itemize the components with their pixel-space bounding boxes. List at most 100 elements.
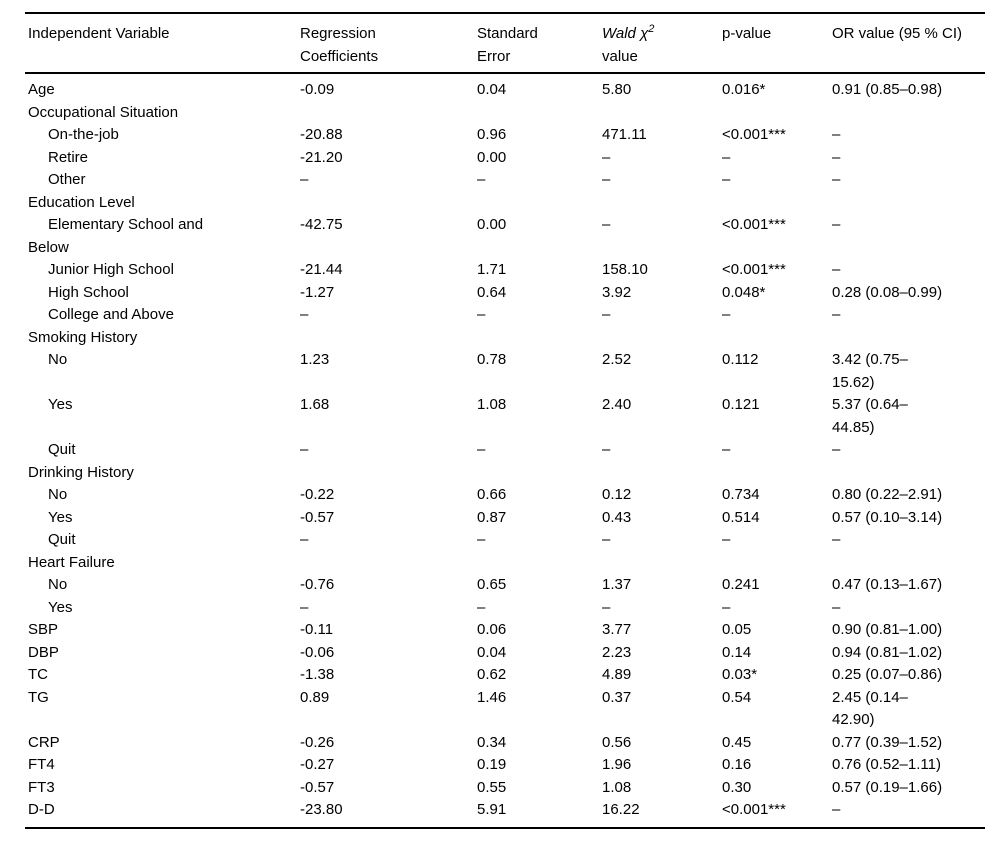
row-value: -20.88	[300, 126, 343, 143]
row-label: No	[48, 486, 68, 503]
row-value: –	[477, 598, 486, 616]
row-value: 4.89	[602, 666, 632, 683]
row-value: –	[722, 306, 731, 323]
row-value: –	[602, 306, 611, 323]
row-value: 0.03*	[722, 666, 758, 683]
row-value: 0.048*	[722, 283, 766, 301]
table-row: Drinking History	[25, 462, 985, 485]
col-header-regression-coefficients: Regression Coefficients	[300, 25, 379, 65]
row-value: 1.96	[602, 756, 632, 773]
row-value: 16.22	[602, 801, 640, 818]
row-value: 2.23	[602, 643, 632, 661]
row-label: No	[48, 576, 68, 593]
table-row: Heart Failure	[25, 552, 985, 575]
row-value: 0.514	[722, 508, 760, 526]
row-value: -23.80	[300, 801, 343, 818]
row-value	[832, 192, 985, 215]
row-value: –	[722, 441, 731, 458]
row-value	[477, 462, 602, 485]
row-value: –	[832, 598, 841, 616]
row-value: 0.66	[477, 486, 507, 503]
row-label: CRP	[28, 733, 60, 751]
row-value: 0.04	[477, 81, 507, 98]
row-label: Yes	[48, 598, 73, 616]
row-value: 0.37	[602, 688, 632, 706]
row-value: –	[832, 531, 841, 548]
row-value: –	[722, 531, 731, 548]
row-value: 0.57 (0.19–1.66)	[832, 778, 943, 796]
row-value: 0.05	[722, 621, 752, 638]
row-value: 0.90 (0.81–1.00)	[832, 621, 943, 638]
row-value: 0.30	[722, 778, 752, 796]
row-value: –	[832, 306, 841, 323]
col-header-standard-error: Standard Error	[477, 25, 538, 65]
row-value: -0.57	[300, 508, 335, 526]
row-value: 0.57 (0.10–3.14)	[832, 508, 943, 526]
row-value: 0.43	[602, 508, 632, 526]
row-value: 0.54	[722, 688, 752, 706]
table-row: Elementary School and Below -42.75 0.00 – <0…	[25, 214, 985, 259]
row-value: –	[832, 261, 841, 278]
row-value	[832, 462, 985, 485]
table-row: SBP -0.11 0.06 3.77 0.05 0.90 (0.81–1.00)	[25, 619, 985, 642]
row-value: 471.11	[602, 126, 647, 143]
row-label: Quit	[48, 441, 76, 458]
table-row: FT3 -0.57 0.55 1.08 0.30 0.57 (0.19–1.66)	[25, 777, 985, 800]
row-value: 0.121	[722, 396, 760, 413]
row-value	[722, 462, 832, 485]
col-header-independent-variable: Independent Variable	[28, 25, 170, 42]
row-label: Retire	[48, 148, 89, 166]
row-label: FT3	[28, 778, 55, 796]
row-value: –	[832, 171, 841, 188]
table-row: Age -0.09 0.04 5.80 0.016* 0.91 (0.85–0.98)	[25, 73, 985, 102]
row-value: 5.37 (0.64– 44.85)	[832, 396, 908, 436]
row-value: 1.68	[300, 396, 330, 413]
wald-chi-symbol: Wald χ	[602, 25, 649, 42]
row-value	[602, 552, 722, 575]
table-row: Junior High School -21.44 1.71 158.10 <0.001…	[25, 259, 985, 282]
row-value: 0.112	[722, 351, 759, 368]
wald-chi-exponent: 2	[648, 23, 655, 35]
row-label: Elementary School and Below	[28, 216, 204, 256]
row-value	[602, 327, 722, 350]
row-value: 0.55	[477, 778, 507, 796]
row-label: Drinking History	[28, 463, 134, 481]
row-value: <0.001***	[722, 216, 786, 233]
row-value: -0.06	[300, 643, 335, 661]
table-row: No -0.76 0.65 1.37 0.241 0.47 (0.13–1.67)	[25, 574, 985, 597]
row-value	[832, 552, 985, 575]
row-value: 0.47 (0.13–1.67)	[832, 576, 943, 593]
row-value: –	[722, 148, 731, 166]
row-value: 0.016*	[722, 81, 766, 98]
row-label: TG	[28, 688, 49, 706]
row-label: No	[48, 351, 68, 368]
row-value: <0.001***	[722, 261, 786, 278]
table-row: FT4 -0.27 0.19 1.96 0.16 0.76 (0.52–1.11)	[25, 754, 985, 777]
table-row: D-D -23.80 5.91 16.22 <0.001*** –	[25, 799, 985, 828]
row-value	[300, 102, 477, 125]
row-value	[477, 327, 602, 350]
row-value: -0.57	[300, 778, 335, 796]
row-value: 1.37	[602, 576, 632, 593]
row-value: -0.76	[300, 576, 335, 593]
wald-value-word: value	[602, 47, 638, 65]
row-value: –	[300, 441, 309, 458]
row-value: 1.46	[477, 688, 507, 706]
row-label: Heart Failure	[28, 553, 115, 571]
row-value: 0.04	[477, 643, 507, 661]
table-row: Yes – – – – –	[25, 597, 985, 620]
row-value: -0.26	[300, 733, 335, 751]
row-value: 0.80 (0.22–2.91)	[832, 486, 943, 503]
table-row: Education Level	[25, 192, 985, 215]
row-value: 0.19	[477, 756, 507, 773]
row-label: College and Above	[48, 306, 174, 323]
row-value	[477, 192, 602, 215]
row-value: 0.91 (0.85–0.98)	[832, 81, 943, 98]
row-value	[722, 192, 832, 215]
row-label: SBP	[28, 621, 59, 638]
row-value: <0.001***	[722, 801, 786, 818]
row-value: 0.89	[300, 688, 330, 706]
row-label: DBP	[28, 643, 59, 661]
row-value: –	[300, 171, 309, 188]
row-label: Yes	[48, 508, 73, 526]
